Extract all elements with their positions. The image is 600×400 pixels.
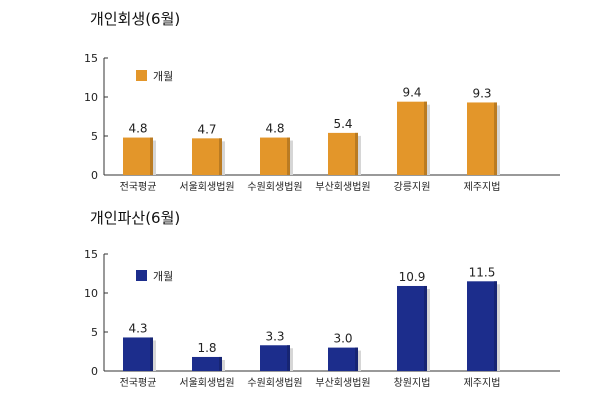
data-label: 4.7 xyxy=(197,122,216,136)
bar-edge xyxy=(355,132,358,175)
bar xyxy=(328,347,358,371)
category-label: 수원회생법원 xyxy=(247,181,302,193)
category-label: 제주지법 xyxy=(464,181,501,193)
category-label: 수원회생법원 xyxy=(247,377,302,389)
legend-label: 개월 xyxy=(153,270,173,283)
y-tick-label: 10 xyxy=(84,287,98,300)
category-label: 부산회생법원 xyxy=(315,377,370,389)
bar-edge xyxy=(494,281,497,371)
bar xyxy=(467,281,497,371)
y-tick-label: 15 xyxy=(84,248,98,261)
data-label: 9.4 xyxy=(402,86,421,100)
bar-edge xyxy=(287,345,290,371)
data-label: 1.8 xyxy=(197,341,216,355)
legend-swatch xyxy=(136,270,147,281)
bar-edge xyxy=(424,285,427,371)
y-tick-label: 5 xyxy=(91,130,98,143)
bar-edge xyxy=(150,337,153,371)
bar xyxy=(467,102,497,175)
bar-edge xyxy=(150,137,153,175)
bar xyxy=(260,137,290,175)
y-tick-label: 10 xyxy=(84,91,98,104)
category-label: 전국평균 xyxy=(120,377,157,389)
category-label: 전국평균 xyxy=(120,181,157,193)
y-tick-label: 15 xyxy=(84,52,98,65)
data-label: 11.5 xyxy=(469,265,496,279)
category-label: 창원지법 xyxy=(394,377,431,389)
category-label: 서울회생법원 xyxy=(179,377,234,389)
bar xyxy=(260,345,290,371)
bar xyxy=(397,285,427,371)
bar xyxy=(123,337,153,371)
data-label: 9.3 xyxy=(472,86,491,100)
legend-label: 개월 xyxy=(153,70,173,83)
data-label: 4.8 xyxy=(128,122,147,136)
bar xyxy=(397,101,427,175)
chart-title: 개인회생(6월) xyxy=(90,10,180,28)
bar xyxy=(192,138,222,175)
category-label: 강릉지원 xyxy=(394,181,431,193)
data-label: 4.3 xyxy=(128,321,147,335)
y-tick-label: 5 xyxy=(91,326,98,339)
bar-edge xyxy=(355,347,358,371)
bar xyxy=(123,137,153,175)
bar-edge xyxy=(424,101,427,175)
bar-edge xyxy=(219,356,222,371)
category-label: 부산회생법원 xyxy=(315,181,370,193)
legend-swatch xyxy=(136,70,147,81)
category-label: 서울회생법원 xyxy=(179,181,234,193)
bar-edge xyxy=(494,102,497,175)
bar xyxy=(328,132,358,175)
data-label: 5.4 xyxy=(333,117,352,131)
category-label: 제주지법 xyxy=(464,377,501,389)
y-tick-label: 0 xyxy=(91,169,98,182)
bar-edge xyxy=(287,137,290,175)
data-label: 3.0 xyxy=(333,332,352,346)
y-tick-label: 0 xyxy=(91,365,98,378)
data-label: 3.3 xyxy=(265,329,284,343)
chart-title: 개인파산(6월) xyxy=(90,209,180,227)
bar-edge xyxy=(219,138,222,175)
data-label: 4.8 xyxy=(265,122,284,136)
data-label: 10.9 xyxy=(399,270,426,284)
bar xyxy=(192,356,222,371)
